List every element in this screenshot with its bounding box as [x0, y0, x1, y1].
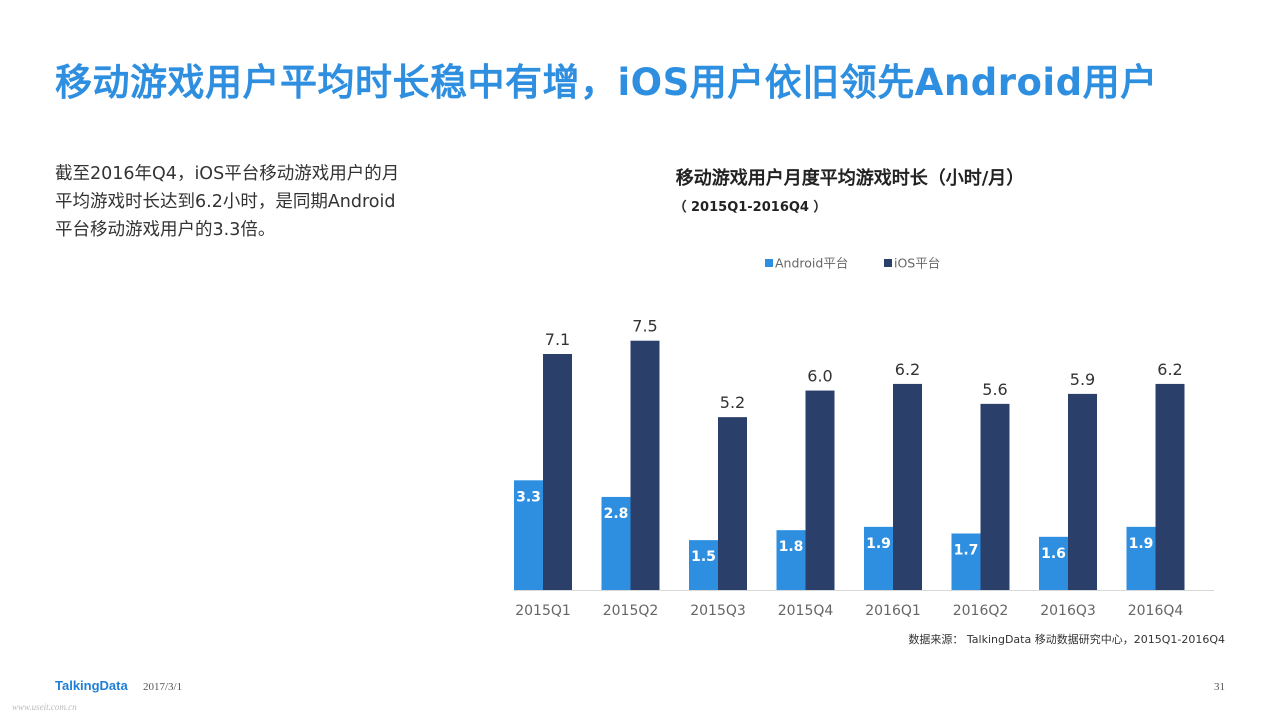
data-label-android-2016Q2: 1.7: [954, 542, 979, 558]
data-label-android-2016Q3: 1.6: [1041, 546, 1066, 562]
x-tick-label-2015Q1: 2015Q1: [515, 603, 571, 619]
bar-ios-2016Q3: [1068, 393, 1097, 590]
data-label-android-2015Q1: 3.3: [516, 489, 541, 505]
data-label-ios-2016Q3: 5.9: [1070, 370, 1095, 389]
bar-ios-2015Q3: [718, 417, 747, 590]
data-label-ios-2016Q1: 6.2: [895, 360, 920, 379]
legend-android-swatch: [765, 259, 773, 267]
bar-ios-2015Q2: [630, 340, 660, 590]
legend-ios-swatch: [884, 259, 892, 267]
bar-android-2016Q1: [864, 526, 893, 590]
page-number: 31: [1214, 681, 1225, 693]
watermark: www.useit.com.cn: [12, 702, 77, 712]
description-line: 平均游戏时长达到6.2小时，是同期Android: [55, 192, 396, 212]
bar-ios-2016Q2: [980, 403, 1010, 590]
data-label-ios-2015Q4: 6.0: [807, 367, 832, 386]
data-label-ios-2016Q4: 6.2: [1157, 360, 1182, 379]
chart-subtitle: （ 2015Q1-2016Q4 ）: [673, 200, 827, 215]
data-label-ios-2015Q2: 7.5: [632, 317, 657, 336]
bar-ios-2016Q4: [1155, 383, 1185, 590]
talkingdata-logo: TalkingData: [55, 678, 128, 693]
legend-android-label: Android平台: [775, 256, 848, 271]
x-tick-label-2016Q1: 2016Q1: [865, 603, 921, 619]
bar-android-2016Q3: [1039, 536, 1068, 590]
bar-ios-2016Q1: [893, 383, 922, 590]
bar-android-2015Q1: [514, 480, 543, 590]
bar-android-2016Q2: [951, 533, 981, 590]
legend-ios-label: iOS平台: [894, 256, 940, 271]
footer-date: 2017/3/1: [143, 681, 183, 693]
x-tick-label-2016Q2: 2016Q2: [953, 603, 1009, 619]
data-label-android-2015Q3: 1.5: [691, 549, 716, 565]
x-tick-label-2015Q4: 2015Q4: [778, 603, 834, 619]
data-label-android-2015Q4: 1.8: [779, 539, 804, 555]
bar-android-2015Q3: [689, 540, 718, 590]
x-tick-label-2016Q4: 2016Q4: [1128, 603, 1184, 619]
x-tick-label-2015Q2: 2015Q2: [603, 603, 659, 619]
data-label-android-2015Q2: 2.8: [604, 506, 629, 522]
bar-ios-2015Q1: [543, 354, 572, 590]
bar-android-2015Q2: [601, 496, 631, 590]
x-tick-label-2016Q3: 2016Q3: [1040, 603, 1096, 619]
bar-android-2015Q4: [776, 530, 806, 590]
description-text: 截至2016年Q4，iOS平台移动游戏用户的月 平均游戏时长达到6.2小时，是同…: [55, 160, 450, 244]
data-label-ios-2015Q3: 5.2: [720, 393, 745, 412]
description-line: 平台移动游戏用户的3.3倍。: [55, 220, 276, 240]
data-label-ios-2015Q1: 7.1: [545, 330, 570, 349]
chart-title: 移动游戏用户月度平均游戏时长（小时/月）: [675, 168, 1025, 189]
slide-title: 移动游戏用户平均时长稳中有增，iOS用户依旧领先Android用户: [55, 61, 1158, 104]
bar-ios-2015Q4: [805, 390, 835, 590]
x-tick-label-2015Q3: 2015Q3: [690, 603, 746, 619]
data-label-android-2016Q1: 1.9: [866, 536, 891, 552]
data-label-android-2016Q4: 1.9: [1129, 536, 1154, 552]
data-label-ios-2016Q2: 5.6: [982, 380, 1007, 399]
bar-android-2016Q4: [1126, 526, 1156, 590]
data-source-note: 数据来源： TalkingData 移动数据研究中心，2015Q1-2016Q4: [908, 633, 1225, 646]
description-line: 截至2016年Q4，iOS平台移动游戏用户的月: [55, 164, 400, 184]
